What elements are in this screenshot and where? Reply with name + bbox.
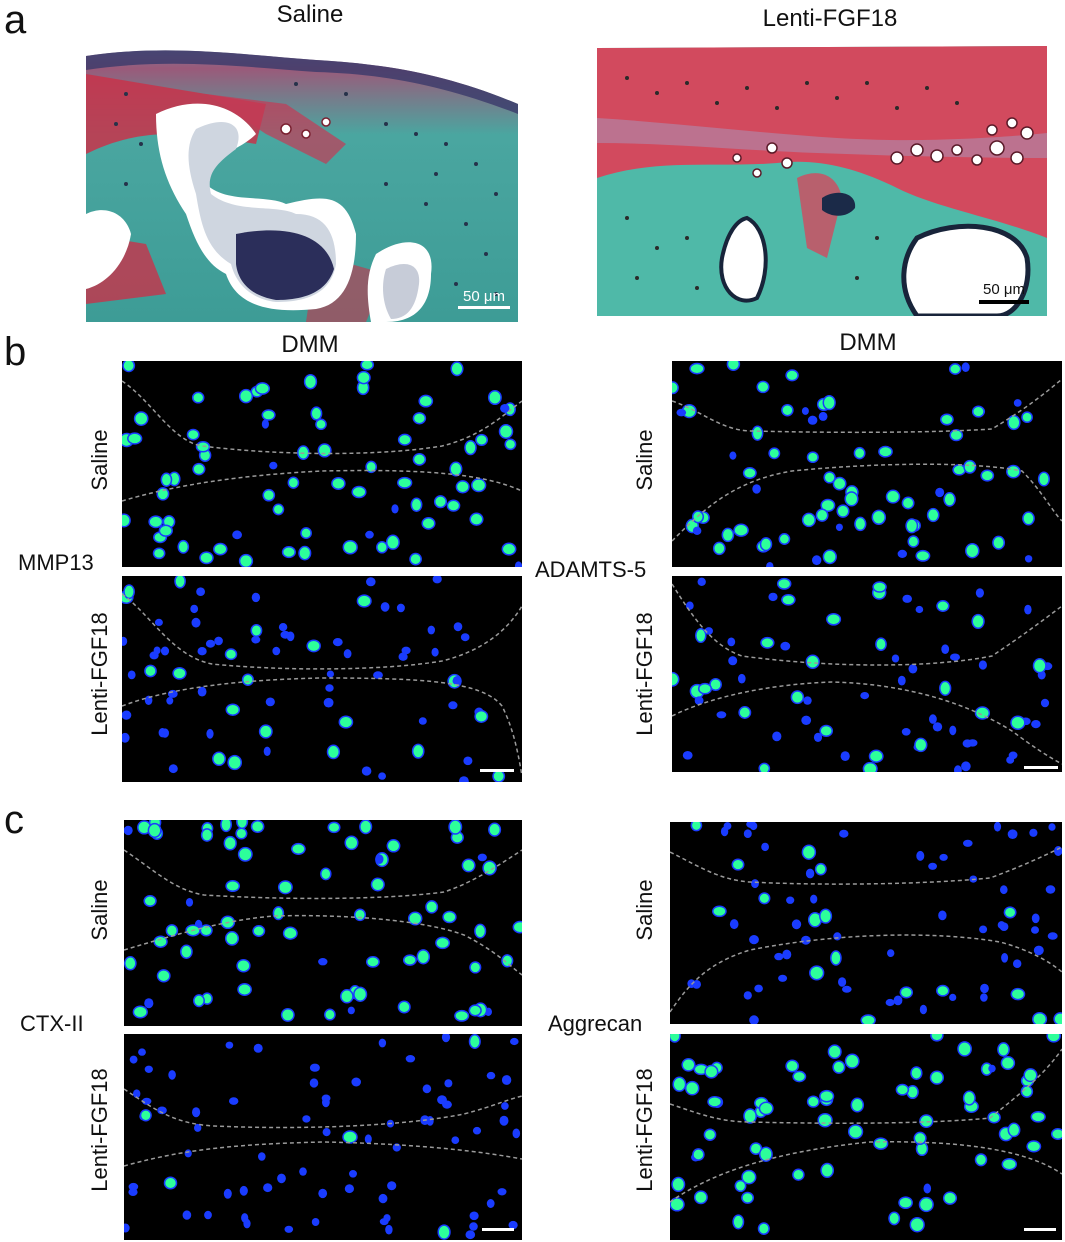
fluorescence-mmp13-lenti (122, 576, 522, 782)
panel-b-left-marker: MMP13 (18, 550, 94, 575)
fluorescence-aggrecan-saline (670, 822, 1062, 1024)
panel-c-right-row-lenti: Lenti-FGF18 (632, 1068, 657, 1192)
fluorescence-mmp13-saline (122, 361, 522, 567)
panel-b-right-marker: ADAMTS-5 (535, 557, 647, 582)
panel-b-right-row-lenti: Lenti-FGF18 (632, 612, 657, 736)
panel-a-right-title: Lenti-FGF18 (762, 5, 898, 32)
fluorescence-adamts5-saline (672, 361, 1062, 567)
panel-c-right-row-saline: Saline (632, 879, 657, 941)
panel-a-right-scale-label: 50 μm (983, 281, 1025, 298)
fluorescence-adamts5-lenti (672, 576, 1062, 772)
panel-b-right-row-saline: Saline (632, 429, 657, 491)
panel-c-right-marker: Aggrecan (548, 1011, 643, 1036)
panel-b-left-row-lenti: Lenti-FGF18 (87, 612, 112, 736)
histology-image-saline: 50 μm (86, 34, 518, 322)
fluorescence-ctx2-saline (124, 820, 522, 1026)
panel-letter-b: b (4, 330, 27, 374)
panel-b-left-header: DMM (281, 331, 339, 358)
panel-letter-a: a (4, 0, 27, 42)
panel-letter-c: c (4, 798, 24, 842)
fluorescence-ctx2-lenti (124, 1034, 522, 1240)
panel-c-left-marker: CTX-II (20, 1011, 84, 1036)
fluorescence-aggrecan-lenti (670, 1034, 1062, 1240)
panel-b-right-header: DMM (839, 329, 897, 356)
panel-c-left-row-saline: Saline (87, 879, 112, 941)
panel-b-left-row-saline: Saline (87, 429, 112, 491)
panel-c-left-row-lenti: Lenti-FGF18 (87, 1068, 112, 1192)
histology-image-lenti-fgf18: 50 μm (597, 38, 1047, 316)
panel-a-left-scale-label: 50 μm (463, 288, 505, 305)
panel-a-left-title: Saline (276, 1, 344, 28)
